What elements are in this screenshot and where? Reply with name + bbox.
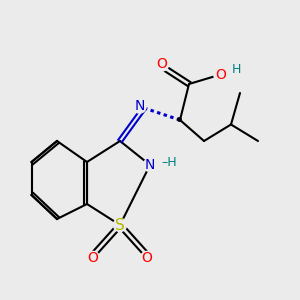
- Circle shape: [143, 158, 157, 172]
- Circle shape: [113, 218, 127, 232]
- Text: O: O: [88, 251, 98, 265]
- Text: N: N: [134, 100, 145, 113]
- Text: N: N: [145, 158, 155, 172]
- Text: O: O: [157, 58, 167, 71]
- Text: O: O: [142, 251, 152, 265]
- Circle shape: [140, 251, 154, 265]
- Text: S: S: [115, 218, 125, 232]
- Circle shape: [214, 68, 227, 82]
- Text: O: O: [215, 68, 226, 82]
- Circle shape: [133, 100, 146, 113]
- Text: H: H: [232, 63, 241, 76]
- Text: –H: –H: [161, 156, 177, 169]
- Circle shape: [155, 58, 169, 71]
- Circle shape: [86, 251, 100, 265]
